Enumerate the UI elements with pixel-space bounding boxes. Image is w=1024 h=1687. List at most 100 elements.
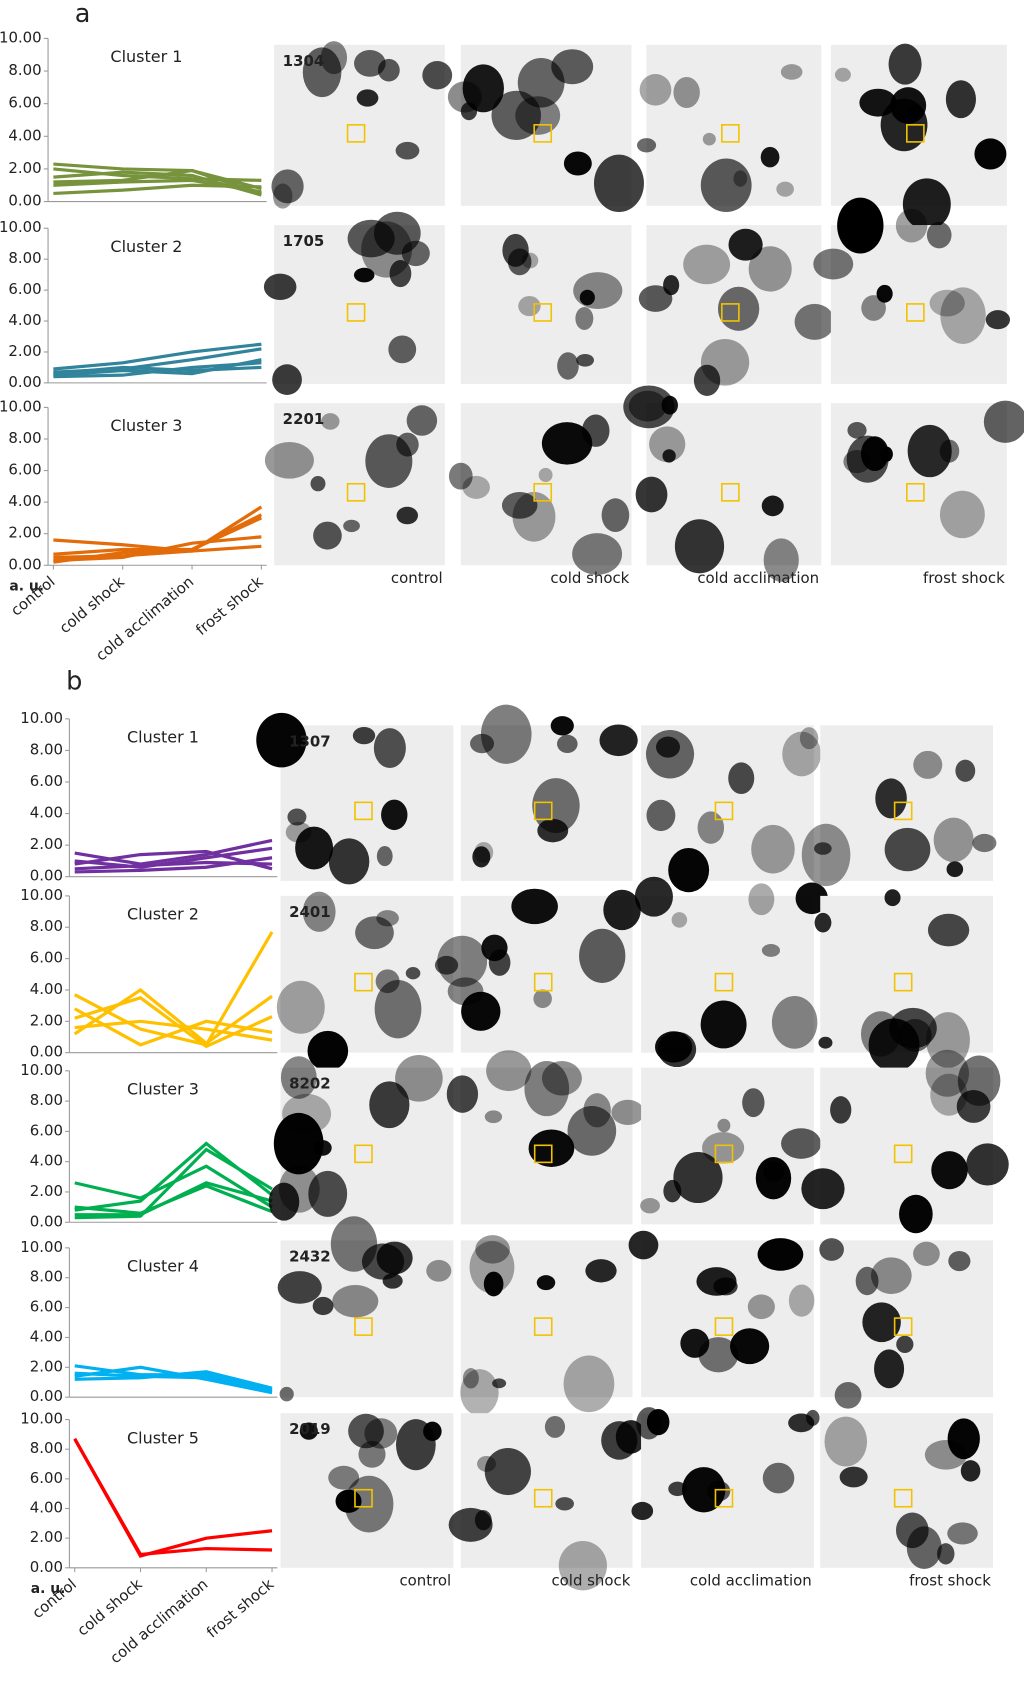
gel-image [460, 1235, 633, 1416]
cluster-title: Cluster 5 [127, 1428, 199, 1447]
gel-spot [272, 364, 302, 395]
gel-spot [847, 421, 867, 439]
gel-spot [945, 80, 976, 119]
series-line [53, 178, 262, 194]
y-tick-label: 6.00 [30, 1469, 63, 1487]
gel-spot [475, 1235, 510, 1264]
y-tick-label: 0.00 [30, 1043, 63, 1061]
condition-label: frost shock [909, 1572, 991, 1590]
gel-spot [634, 876, 673, 917]
gel-spot [948, 1250, 971, 1272]
y-tick-label: 0.00 [8, 192, 41, 210]
gel-spot [307, 1030, 349, 1071]
gel-spot [668, 847, 710, 893]
gel-spot [635, 476, 668, 513]
gel-spot [926, 1012, 970, 1069]
gel-spot [576, 353, 594, 367]
spot-marker [533, 1317, 553, 1336]
series-line [73, 1438, 273, 1557]
y-tick-label: 4.00 [8, 311, 41, 329]
gel-spot [623, 385, 675, 429]
gel-image [819, 1238, 994, 1409]
gel-spot [830, 1096, 852, 1124]
gel-spot [862, 1302, 901, 1343]
panel-label: a [75, 0, 91, 29]
gel-spot [287, 808, 307, 826]
gel-spot [511, 888, 558, 925]
gel-spot [492, 1378, 507, 1389]
condition-label: control [399, 1572, 451, 1590]
gel-spot [426, 1259, 452, 1282]
gel-spot [640, 1198, 660, 1214]
spot-number: 2019 [289, 1420, 331, 1438]
gel-spot [271, 169, 304, 204]
y-tick-label: 10.00 [20, 709, 63, 727]
spot-marker [533, 303, 553, 322]
gel-spot [861, 295, 886, 321]
y-tick-label: 2.00 [30, 1528, 63, 1546]
gel-spot [898, 1019, 932, 1052]
gel-spot [310, 476, 326, 492]
spot-marker [893, 1144, 913, 1164]
gel-spot [550, 716, 574, 736]
gel-spot [875, 778, 907, 819]
gel-spot [673, 1152, 723, 1204]
gel-spot [313, 1140, 332, 1156]
spot-number: 2201 [283, 410, 325, 428]
gel-spot [880, 98, 928, 152]
cluster-title: Cluster 4 [127, 1257, 199, 1276]
y-tick-label: 10.00 [0, 397, 42, 415]
cluster-title: Cluster 1 [110, 47, 182, 66]
gel-spot [639, 74, 672, 106]
gel-spot [348, 1413, 384, 1449]
spot-number: 1705 [283, 232, 325, 250]
gel-spot [277, 1271, 322, 1304]
gel-spot [280, 1056, 317, 1099]
gel-spot [674, 519, 725, 574]
gel-spot [814, 842, 832, 855]
gel-spot [782, 731, 822, 777]
gel-spot [396, 432, 419, 457]
spot-marker [354, 801, 373, 821]
series-line [53, 516, 263, 564]
y-tick-label: 6.00 [8, 280, 41, 298]
gel-spot [263, 273, 297, 301]
gel-spot [461, 991, 501, 1031]
gel-spot [563, 1355, 615, 1413]
gel-image [276, 891, 459, 1071]
gel-spot [557, 734, 578, 754]
y-tick-label: 10.00 [20, 1410, 63, 1428]
gel-spot [541, 1061, 582, 1096]
gel-spot [931, 1151, 968, 1190]
y-tick-label: 8.00 [30, 740, 63, 758]
gel-spot [434, 955, 459, 975]
gel-spot [328, 838, 370, 885]
gel-spot [966, 1143, 1009, 1186]
gel-spot [555, 1497, 574, 1511]
gel-spot [663, 1179, 682, 1203]
gel-spot [405, 967, 421, 980]
gel-spot [763, 1161, 785, 1182]
gel-spot [818, 1036, 833, 1049]
y-tick-label: 2.00 [8, 342, 41, 360]
y-tick-label: 8.00 [30, 917, 63, 935]
gel-spot [771, 996, 818, 1049]
spot-marker [906, 124, 925, 143]
gel-spot [558, 1540, 607, 1591]
gel-spot [356, 89, 379, 107]
gel-spot [538, 467, 553, 483]
gel-image [640, 1067, 822, 1225]
spot-marker [906, 303, 925, 322]
gel-spot [972, 833, 997, 853]
gel-spot [983, 400, 1024, 443]
gel-spot [683, 244, 731, 285]
gel-spot [795, 882, 828, 915]
gel-spot [902, 178, 951, 231]
gel-spot [927, 913, 970, 947]
gel-spot [278, 1165, 320, 1213]
gel-spot [601, 498, 630, 533]
gel-spot [662, 449, 676, 463]
gel-spot [344, 1475, 394, 1533]
y-tick-label: 2.00 [30, 835, 63, 853]
